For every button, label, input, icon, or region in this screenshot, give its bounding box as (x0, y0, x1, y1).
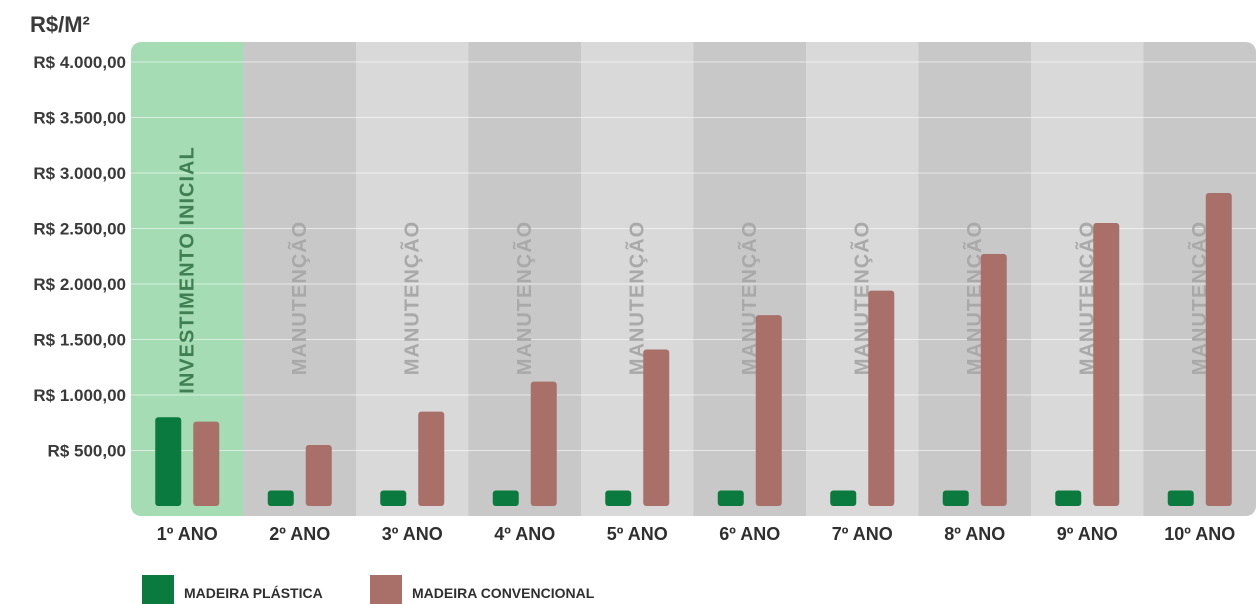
y-tick-label: R$ 1.000,00 (33, 386, 126, 405)
column-band-10 (1143, 42, 1256, 516)
bar-madeira-plastica-2 (267, 490, 294, 506)
legend-swatch-madeira-plastica (142, 575, 174, 604)
bar-madeira-plastica-3 (380, 490, 407, 506)
bar-madeira-plastica-4 (492, 490, 519, 506)
y-tick-label: R$ 2.000,00 (33, 275, 126, 294)
band-label-10: MANUTENÇÃO (1188, 221, 1211, 375)
x-tick-label: 6º ANO (719, 524, 780, 544)
y-tick-label: R$ 2.500,00 (33, 220, 126, 239)
bar-madeira-convencional-2 (305, 444, 332, 506)
legend-label-madeira-plastica: MADEIRA PLÁSTICA (184, 585, 323, 601)
column-band-6 (693, 42, 807, 516)
band-label-5: MANUTENÇÃO (625, 221, 648, 375)
bar-madeira-plastica-1 (155, 417, 182, 506)
band-label-2: MANUTENÇÃO (288, 221, 311, 375)
bar-madeira-plastica-6 (717, 490, 744, 506)
bar-madeira-convencional-7 (868, 290, 895, 506)
legend-swatch-madeira-convencional (370, 575, 402, 604)
band-label-8: MANUTENÇÃO (963, 221, 986, 375)
bar-madeira-plastica-5 (605, 490, 632, 506)
bar-madeira-convencional-3 (418, 411, 445, 506)
band-label-3: MANUTENÇÃO (400, 221, 423, 375)
x-tick-label: 9º ANO (1057, 524, 1118, 544)
bar-madeira-convencional-10 (1205, 192, 1232, 507)
bar-madeira-plastica-7 (830, 490, 857, 506)
x-tick-label: 10º ANO (1164, 524, 1235, 544)
bar-madeira-convencional-4 (530, 381, 557, 506)
bar-madeira-plastica-8 (942, 490, 969, 506)
x-tick-label: 7º ANO (832, 524, 893, 544)
bar-madeira-convencional-8 (980, 254, 1007, 506)
x-tick-label: 1º ANO (157, 524, 218, 544)
y-tick-label: R$ 3.500,00 (33, 109, 126, 128)
y-tick-label: R$ 1.500,00 (33, 331, 126, 350)
bar-madeira-plastica-10 (1167, 490, 1194, 506)
column-band-8 (918, 42, 1032, 516)
y-tick-label: R$ 3.000,00 (33, 164, 126, 183)
band-label-9: MANUTENÇÃO (1075, 221, 1098, 375)
band-label-7: MANUTENÇÃO (850, 221, 873, 375)
bar-madeira-convencional-9 (1093, 222, 1120, 506)
y-tick-label: R$ 4.000,00 (33, 53, 126, 72)
x-tick-label: 4º ANO (494, 524, 555, 544)
column-band-4 (468, 42, 582, 516)
bar-madeira-plastica-9 (1055, 490, 1082, 506)
x-tick-label: 2º ANO (269, 524, 330, 544)
band-label-6: MANUTENÇÃO (738, 221, 761, 375)
column-band-5 (581, 42, 694, 516)
bar-madeira-convencional-5 (643, 349, 670, 506)
y-axis-unit-label: R$/M² (30, 12, 90, 37)
column-band-3 (356, 42, 469, 516)
column-band-7 (806, 42, 919, 516)
legend-label-madeira-convencional: MADEIRA CONVENCIONAL (412, 585, 595, 601)
column-band-1 (131, 42, 244, 516)
band-label-1: INVESTIMENTO INICIAL (176, 146, 198, 393)
x-tick-label: 5º ANO (607, 524, 668, 544)
band-label-4: MANUTENÇÃO (513, 221, 536, 375)
column-band-9 (1031, 42, 1144, 516)
x-tick-label: 3º ANO (382, 524, 443, 544)
x-tick-label: 8º ANO (944, 524, 1005, 544)
y-tick-label: R$ 500,00 (48, 442, 126, 461)
column-band-2 (243, 42, 357, 516)
bar-madeira-convencional-1 (193, 421, 220, 506)
bar-madeira-convencional-6 (755, 315, 782, 506)
